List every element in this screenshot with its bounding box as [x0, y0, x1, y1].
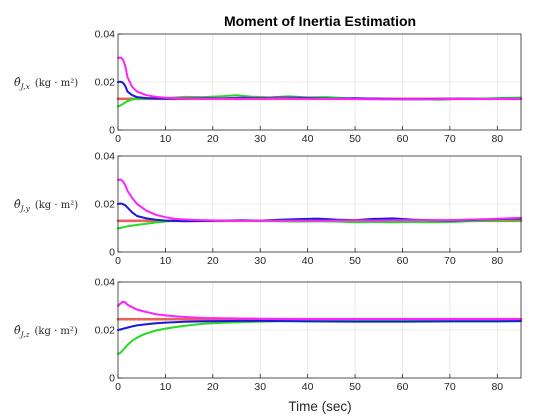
x-tick-label: 80 [491, 381, 503, 393]
x-tick-label: 30 [254, 255, 266, 267]
axes-frame [117, 281, 522, 379]
y-tick-label: 0 [109, 247, 115, 259]
subplot-2: 0 10 20 30 40 50 60 70 80 0 0.02 0.04 θ̂J,y (kg · m²) [14, 151, 523, 267]
x-tick-label: 70 [444, 255, 456, 267]
x-tick-label: 50 [349, 381, 361, 393]
x-tick-label: 70 [444, 381, 456, 393]
x-tick-label: 60 [397, 133, 409, 145]
x-tick-label: 10 [160, 255, 172, 267]
y-axis-label: θ̂J,z (kg · m²) [14, 324, 78, 339]
x-tick-label: 30 [254, 381, 266, 393]
x-tick-label: 80 [491, 133, 503, 145]
y-tick-label: 0.04 [95, 151, 116, 163]
series-line-magenta [117, 178, 522, 222]
x-tick-label: 40 [302, 133, 314, 145]
x-tick-label: 0 [115, 255, 121, 267]
y-tick-label: 0.04 [95, 29, 116, 41]
subplot-3: 0 10 20 30 40 50 60 70 80 0 0.02 0.04 θ̂J,z (kg · m²) [14, 277, 523, 393]
x-tick-label: 30 [254, 133, 266, 145]
series-line-blue [117, 319, 522, 331]
y-tick-label: 0.02 [95, 325, 116, 337]
x-tick-label: 50 [349, 255, 361, 267]
x-tick-label: 40 [302, 381, 314, 393]
chart-title: Moment of Inertia Estimation [224, 13, 416, 29]
y-tick-label: 0.02 [95, 77, 116, 89]
y-tick-label: 0 [109, 125, 115, 137]
x-tick-label: 60 [397, 381, 409, 393]
series-line-magenta [117, 56, 522, 101]
x-tick-label: 10 [160, 133, 172, 145]
x-tick-label: 70 [444, 133, 456, 145]
x-tick-label: 60 [397, 255, 409, 267]
x-tick-label: 80 [491, 255, 503, 267]
x-tick-label: 10 [160, 381, 172, 393]
series-line-magenta [117, 300, 522, 320]
x-tick-label: 20 [207, 255, 219, 267]
y-axis-label: θ̂J,y (kg · m²) [14, 198, 78, 213]
x-tick-label: 40 [302, 255, 314, 267]
axes-frame [117, 33, 522, 131]
y-tick-label: 0.02 [95, 199, 116, 211]
x-tick-label: 50 [349, 133, 361, 145]
subplots: 0 10 20 30 40 50 60 70 80 0 0.02 0.04 θ̂J,x (kg · m²)… [14, 29, 523, 393]
y-axis-label: θ̂J,x (kg · m²) [14, 76, 78, 91]
x-axis-label: Time (sec) [288, 399, 351, 414]
x-tick-label: 0 [115, 133, 121, 145]
axes-frame [117, 155, 522, 253]
y-tick-label: 0.04 [95, 277, 116, 289]
subplot-1: 0 10 20 30 40 50 60 70 80 0 0.02 0.04 θ̂J,x (kg · m²) [14, 29, 523, 145]
x-tick-label: 0 [115, 381, 121, 393]
x-tick-label: 20 [207, 133, 219, 145]
x-tick-label: 20 [207, 381, 219, 393]
y-tick-label: 0 [109, 373, 115, 385]
